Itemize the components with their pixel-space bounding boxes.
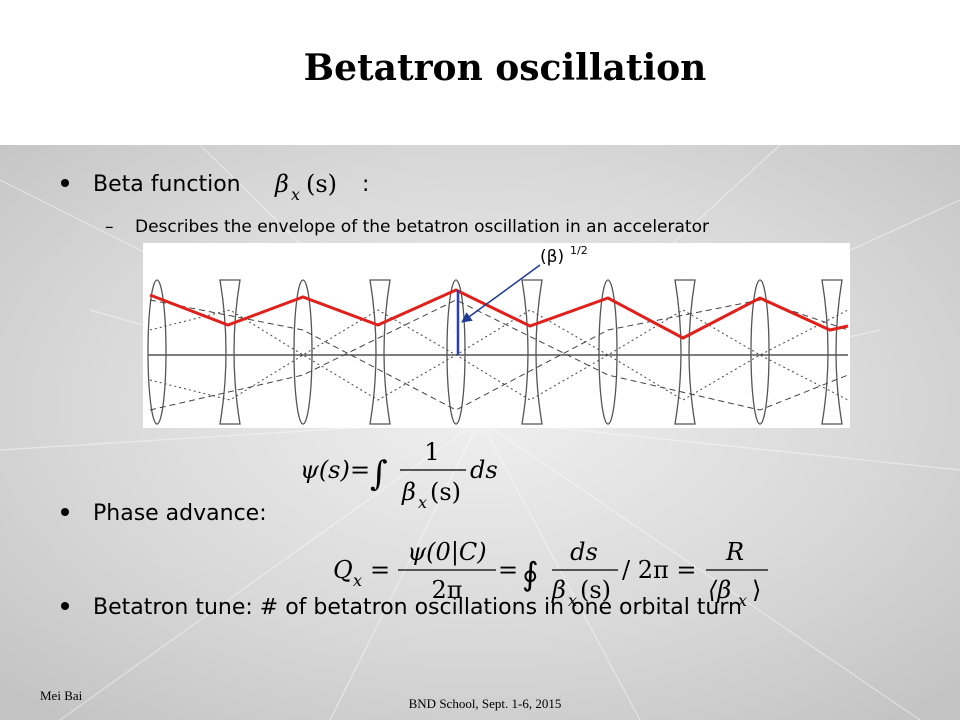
rays-dotted: [149, 309, 849, 401]
label-arrow: [461, 264, 541, 323]
diagram-label-exponent: 1/2: [570, 244, 588, 257]
bullet-suffix: :: [362, 172, 369, 197]
math-symbol: β: [401, 478, 416, 506]
bullet-text: Beta function: [93, 172, 241, 197]
math-subscript: x: [353, 571, 362, 590]
math-numerator: 1: [424, 438, 439, 466]
math-numerator: ψ(0|C): [407, 538, 486, 567]
lattice-diagram: (β) 1/2: [143, 243, 850, 428]
bullet-dot: [61, 179, 69, 187]
tune-formula: Q x = ψ(0|C) 2π = ∮ ds β x (s) / 2π = R …: [333, 538, 768, 610]
math-close: ⟩: [752, 576, 761, 604]
math-lhs: ψ(s): [300, 456, 350, 484]
focusing-lenses: [147, 279, 770, 425]
math-subscript: x: [291, 185, 300, 204]
background: [0, 145, 960, 720]
math-subscript: x: [738, 591, 747, 610]
math-subscript: x: [568, 591, 577, 610]
math-argument: (s): [306, 170, 337, 198]
math-symbol: β: [551, 576, 566, 604]
math-numerator: ds: [570, 538, 598, 566]
math-subscript: x: [418, 493, 427, 512]
envelope-line: [149, 288, 849, 340]
bullet-dot: [61, 602, 69, 610]
math-denominator: ⟨β: [708, 576, 731, 604]
beta-formula: β x (s): [274, 170, 337, 204]
math-argument: (s): [430, 478, 461, 506]
footer-author: Mei Bai: [40, 688, 83, 703]
bullet-text: Betatron tune: # of betatron oscillation…: [93, 595, 742, 620]
math-numerator: R: [725, 538, 744, 566]
diagram-background: [143, 243, 850, 428]
math-integral: ∫: [370, 454, 388, 494]
math-integral: ∮: [522, 555, 539, 593]
math-middle: / 2π =: [622, 556, 697, 584]
math-symbol: β: [274, 170, 289, 198]
math-equals: =: [370, 556, 390, 584]
math-lhs: Q: [333, 556, 353, 584]
bullet-text: Phase advance:: [93, 501, 267, 526]
math-equals: =: [498, 556, 518, 584]
math-tail: ds: [470, 456, 498, 484]
sub-bullet-text: Describes the envelope of the betatron o…: [135, 217, 709, 237]
sub-dash: –: [105, 217, 114, 237]
phase-formula: ψ(s) = ∫ 1 β x (s) ds: [300, 438, 498, 512]
defocusing-lenses: [219, 279, 843, 425]
math-denominator: 2π: [431, 576, 462, 604]
diagram-label: (β): [540, 247, 564, 267]
bullet-dot: [61, 508, 69, 516]
footer-event: BND School, Sept. 1-6, 2015: [409, 696, 562, 711]
math-equals: =: [350, 456, 370, 484]
slide-title: Betatron oscillation: [304, 47, 707, 89]
math-argument: (s): [580, 576, 611, 604]
